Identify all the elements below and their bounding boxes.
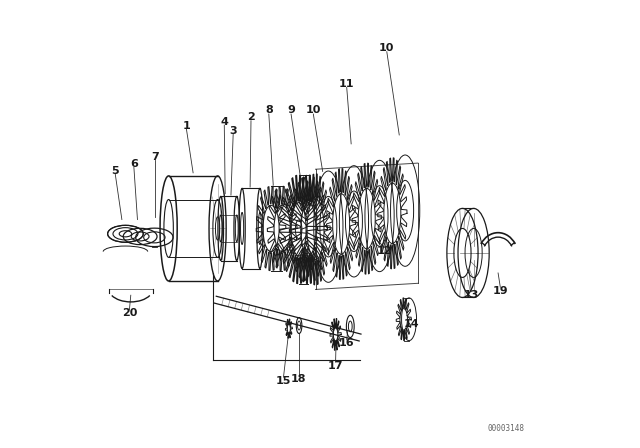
Text: 9: 9 bbox=[287, 105, 295, 116]
Text: 17: 17 bbox=[328, 361, 343, 370]
Text: 15: 15 bbox=[276, 376, 291, 386]
Text: 16: 16 bbox=[339, 338, 355, 348]
Text: 1: 1 bbox=[182, 121, 190, 131]
Text: 6: 6 bbox=[130, 159, 138, 169]
Text: 19: 19 bbox=[493, 286, 508, 296]
Text: 12: 12 bbox=[377, 246, 392, 256]
Text: 2: 2 bbox=[247, 112, 255, 122]
Text: 11: 11 bbox=[339, 79, 355, 89]
Text: 18: 18 bbox=[291, 374, 307, 384]
Text: 00003148: 00003148 bbox=[488, 424, 525, 433]
Text: 8: 8 bbox=[265, 105, 273, 116]
Text: 5: 5 bbox=[111, 166, 119, 176]
Text: 13: 13 bbox=[464, 290, 479, 300]
Text: 7: 7 bbox=[152, 152, 159, 162]
Text: 20: 20 bbox=[122, 308, 137, 318]
Text: 3: 3 bbox=[229, 125, 237, 135]
Text: 10: 10 bbox=[379, 43, 394, 53]
Text: 14: 14 bbox=[403, 319, 419, 329]
Text: 10: 10 bbox=[306, 105, 321, 116]
Text: 4: 4 bbox=[220, 116, 228, 127]
